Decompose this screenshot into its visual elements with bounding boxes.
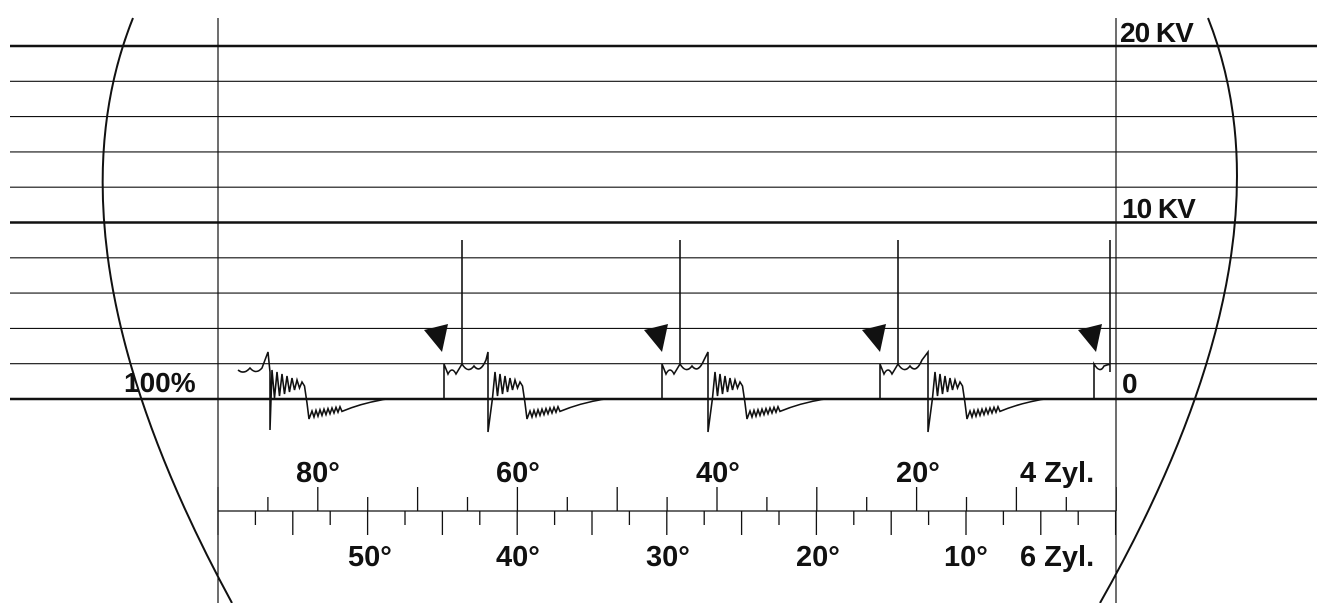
deg-4cyl-20: 20° <box>896 457 940 489</box>
label-6-zyl: 6 Zyl. <box>1020 541 1094 573</box>
screen-bezel-arcs <box>101 17 1238 603</box>
dwell-marker-arrow <box>862 324 886 352</box>
label-10kv: 10 KV <box>1122 193 1196 224</box>
voltage-grid <box>10 44 1317 401</box>
dwell-scales <box>217 487 1117 535</box>
dwell-marker-arrow <box>1078 324 1102 352</box>
label-100-percent: 100% <box>124 367 196 398</box>
right-bezel-arc <box>1099 17 1238 603</box>
secondary-ignition-trace <box>237 240 1111 433</box>
deg-6cyl-10: 10° <box>944 541 988 573</box>
deg-6cyl-50: 50° <box>348 541 392 573</box>
ticks-4-cylinder <box>217 487 1117 511</box>
left-bezel-arc <box>101 17 233 603</box>
label-20kv: 20 KV <box>1120 17 1194 48</box>
deg-4cyl-60: 60° <box>496 457 540 489</box>
label-0kv: 0 <box>1122 368 1137 399</box>
dwell-markers <box>424 324 1102 352</box>
deg-6cyl-40: 40° <box>496 541 540 573</box>
dwell-marker-arrow <box>644 324 668 352</box>
label-4-zyl: 4 Zyl. <box>1020 457 1094 489</box>
ignition-waveform <box>237 240 1111 433</box>
deg-4cyl-40: 40° <box>696 457 740 489</box>
ticks-6-cylinder <box>217 511 1117 535</box>
deg-6cyl-30: 30° <box>646 541 690 573</box>
deg-4cyl-80: 80° <box>296 457 340 489</box>
dwell-marker-arrow <box>424 324 448 352</box>
deg-6cyl-20: 20° <box>796 541 840 573</box>
